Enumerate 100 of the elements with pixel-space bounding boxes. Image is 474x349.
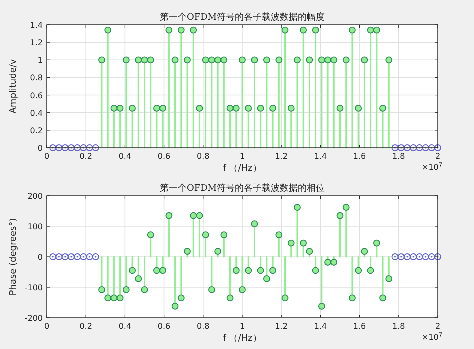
x-tick-label: 1.6: [353, 152, 366, 161]
point: [214, 56, 222, 64]
point: [294, 56, 301, 64]
point: [312, 26, 320, 34]
x-tick-label: 1: [240, 152, 246, 161]
point: [300, 240, 308, 247]
x-tick-label: 0: [44, 322, 50, 331]
point: [239, 286, 246, 294]
x-tick-label: 1.8: [392, 322, 406, 331]
point: [166, 212, 173, 220]
point: [190, 26, 198, 34]
point: [306, 56, 314, 64]
point: [147, 232, 154, 238]
x-tick-label: 1.2: [275, 152, 288, 161]
point: [62, 254, 69, 260]
point: [226, 105, 234, 112]
point: [422, 144, 430, 152]
point: [232, 267, 240, 274]
x-tick-label: 2: [435, 322, 441, 331]
point: [312, 267, 320, 274]
point: [398, 144, 405, 152]
point: [56, 254, 63, 260]
x-tick-label: 1.8: [392, 152, 406, 161]
x-tick-label: 0.2: [80, 322, 92, 331]
x-tick-label: 1.6: [353, 322, 366, 331]
point: [110, 105, 118, 112]
point: [342, 56, 350, 64]
point: [306, 248, 314, 255]
y-axis-title: Phase (degrees°): [9, 218, 19, 296]
point: [355, 267, 362, 274]
point: [104, 294, 112, 302]
x-tick-label: 0.4: [118, 322, 132, 331]
point: [367, 267, 374, 274]
point: [263, 56, 270, 64]
point: [62, 144, 69, 152]
point: [428, 254, 436, 260]
x-axis-title: f （/Hz）: [223, 334, 262, 344]
point: [68, 254, 75, 260]
point: [245, 267, 252, 274]
point: [92, 144, 100, 152]
x-tick-label: 1.4: [314, 322, 328, 331]
point: [86, 144, 94, 152]
point: [98, 286, 106, 294]
point: [232, 105, 240, 112]
y-tick-label: 1.4: [30, 21, 43, 30]
point: [226, 294, 234, 302]
point: [282, 294, 289, 302]
text: ×10$^{7}$: [422, 162, 443, 172]
point: [380, 105, 386, 112]
point: [98, 56, 106, 64]
x-tick-label: 0: [44, 152, 50, 161]
point: [416, 254, 424, 260]
point: [184, 248, 191, 255]
point: [330, 259, 338, 266]
point: [367, 26, 374, 34]
y-tick-label: 200: [28, 192, 43, 201]
point: [349, 26, 356, 34]
point: [74, 144, 81, 152]
point: [116, 105, 124, 112]
point: [92, 254, 100, 260]
point: [214, 248, 222, 255]
x-tick-label: 1.2: [275, 322, 288, 331]
y-tick-label: 0.2: [30, 126, 43, 136]
point: [208, 286, 216, 294]
point: [336, 105, 344, 112]
y-axis-title: Amplitude/v: [9, 58, 19, 114]
point: [282, 26, 289, 34]
point: [80, 254, 88, 260]
y-tick-label: 0.4: [30, 108, 43, 118]
point: [56, 144, 63, 152]
point: [147, 56, 154, 64]
point: [129, 105, 136, 112]
point: [184, 56, 191, 64]
point: [86, 254, 94, 260]
point: [172, 302, 179, 310]
point: [141, 286, 148, 294]
point: [172, 56, 179, 64]
point: [263, 276, 270, 282]
point: [257, 267, 264, 274]
point: [178, 26, 185, 34]
x-tick-label: 2: [435, 152, 441, 161]
point: [276, 56, 283, 64]
point: [342, 204, 350, 212]
x-tick-label: 0.6: [158, 322, 171, 331]
text: ×10$^{7}$: [422, 332, 443, 342]
point: [74, 254, 81, 260]
point: [208, 56, 216, 64]
x-tick-label: 0.6: [158, 152, 171, 161]
point: [392, 254, 399, 260]
point: [373, 240, 380, 247]
point: [239, 56, 246, 64]
y-tick-label: -200: [24, 314, 43, 323]
point: [190, 212, 198, 220]
point: [434, 254, 442, 260]
point: [80, 144, 88, 152]
point: [404, 144, 411, 152]
y-tick-label: -100: [24, 284, 43, 292]
y-tick-label: 0.6: [30, 91, 43, 100]
y-tick-label: 1.2: [30, 38, 43, 48]
point: [318, 56, 326, 64]
